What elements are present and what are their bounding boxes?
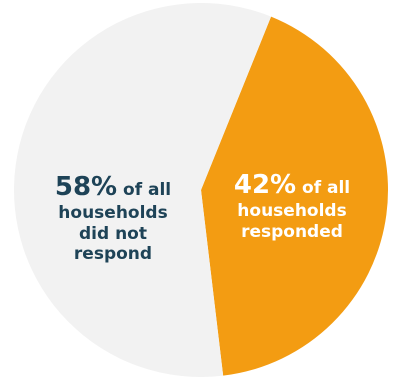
label-not-responded-households: households <box>58 203 168 224</box>
label-not-responded-respond: respond <box>73 243 153 264</box>
label-responded-of-all: of all <box>296 178 351 198</box>
label-responded: 42% of all households responded <box>212 170 372 242</box>
label-not-responded-of-all: of all <box>117 180 172 200</box>
pie-slice-responded <box>201 16 388 376</box>
pie-slice-did-not-respond <box>13 2 272 377</box>
label-not-responded-did-not: did not <box>79 223 147 244</box>
label-not-responded-percent: 58% <box>54 172 118 202</box>
label-responded-percent: 42% <box>233 170 297 200</box>
label-responded-word: responded <box>241 221 343 242</box>
label-responded-households: households <box>237 201 347 222</box>
label-not-responded: 58% of all households did not respond <box>32 172 194 264</box>
